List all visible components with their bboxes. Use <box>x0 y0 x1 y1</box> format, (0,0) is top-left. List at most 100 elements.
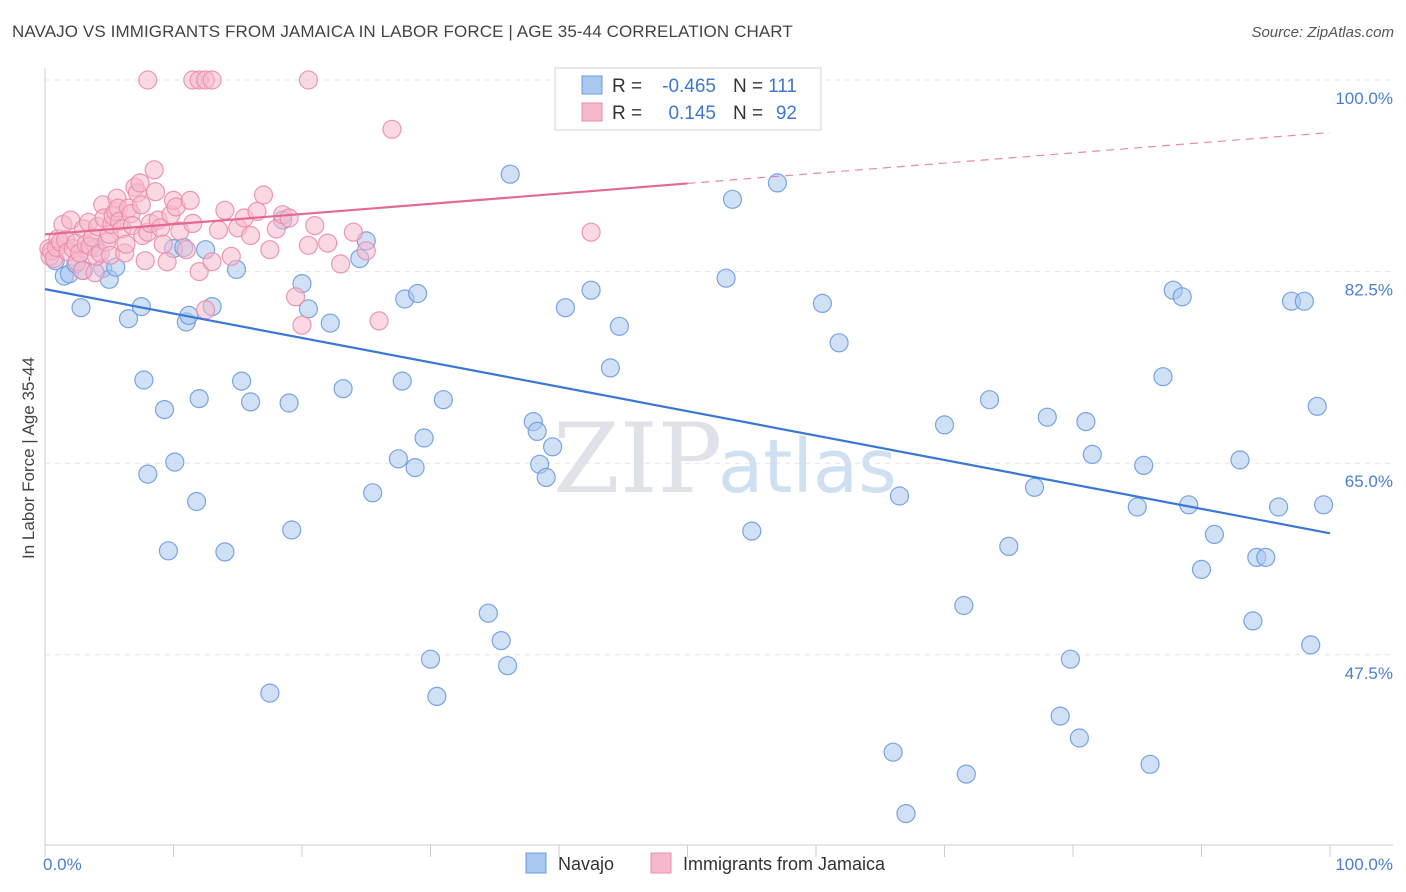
jamaica-point <box>253 185 274 205</box>
navajo-n-label: N = <box>733 76 763 97</box>
jamaica-point <box>208 220 229 240</box>
jamaica-point <box>135 251 155 271</box>
navajo-point <box>232 371 252 391</box>
navajo-point <box>1050 706 1070 726</box>
y-tick-label: 47.5% <box>1345 664 1393 683</box>
jamaica-point <box>189 262 209 282</box>
navajo-point <box>260 683 280 703</box>
grid-lines <box>45 79 1393 656</box>
navajo-point <box>829 333 849 353</box>
navajo-point <box>1069 728 1090 748</box>
navajo-point <box>392 371 412 391</box>
navajo-point <box>134 370 154 390</box>
navajo-point <box>956 764 976 784</box>
legend-jamaica-label[interactable]: Immigrants from Jamaica <box>683 854 886 874</box>
jamaica-point <box>176 240 196 260</box>
navajo-point <box>742 521 762 541</box>
navajo-point <box>1307 396 1327 416</box>
jamaica-point <box>138 70 158 90</box>
navajo-point <box>187 491 207 512</box>
jamaica-point <box>260 240 280 260</box>
navajo-point <box>138 464 158 484</box>
navajo-point <box>498 656 518 676</box>
navajo-point <box>812 293 833 313</box>
jamaica-n-label: N = <box>733 103 763 124</box>
legend-navajo-swatch[interactable] <box>525 852 547 874</box>
x-tick-label-right: 100.0% <box>1335 855 1393 874</box>
navajo-point <box>165 452 185 472</box>
jamaica-point <box>221 246 241 266</box>
axes <box>44 68 1393 857</box>
navajo-point <box>215 542 235 562</box>
navajo-point <box>500 164 520 184</box>
navajo-point <box>427 686 447 707</box>
watermark-atlas: atlas <box>718 424 897 510</box>
jamaica-r-label: R = <box>612 103 642 124</box>
navajo-point <box>279 393 299 413</box>
navajo-point <box>414 428 434 448</box>
navajo-point <box>1082 444 1102 464</box>
jamaica-point <box>85 263 105 283</box>
navajo-point <box>420 649 441 669</box>
navajo-point <box>581 280 601 300</box>
navajo-r-label: R = <box>612 76 642 97</box>
navajo-point <box>1024 477 1045 497</box>
jamaica-point <box>130 173 150 193</box>
stats-legend: R = -0.465 N = 111 R = 0.145 N = 92 <box>554 67 822 131</box>
navajo-point <box>716 268 736 288</box>
legend-jamaica-swatch[interactable] <box>650 852 672 874</box>
legend-navajo-label[interactable]: Navajo <box>558 854 614 874</box>
navajo-point <box>722 189 743 209</box>
jamaica-point <box>279 208 299 228</box>
navajo-point <box>1153 367 1173 387</box>
jamaica-point <box>241 225 261 246</box>
navajo-point <box>118 309 139 329</box>
jamaica-point <box>157 252 177 272</box>
jamaica-point <box>145 182 166 202</box>
jamaica-point <box>305 216 325 236</box>
navajo-point <box>320 313 340 333</box>
navajo-point <box>189 389 209 409</box>
navajo-point <box>979 390 1000 410</box>
navajo-point <box>542 437 563 457</box>
jamaica-point <box>356 241 376 261</box>
jamaica-points <box>39 70 601 335</box>
jamaica-point <box>343 222 363 242</box>
jamaica-point <box>581 222 601 242</box>
jamaica-r-value: 0.145 <box>668 103 716 124</box>
navajo-point <box>333 379 353 399</box>
navajo-point <box>282 520 302 540</box>
chart-source: Source: ZipAtlas.com <box>1251 24 1394 41</box>
jamaica-point <box>153 234 173 254</box>
jamaica-trend-line <box>44 182 688 236</box>
jamaica-point <box>298 235 318 255</box>
jamaica-point <box>247 201 267 221</box>
jamaica-point <box>292 315 312 335</box>
navajo-point <box>1076 412 1096 432</box>
navajo-point <box>1127 497 1147 517</box>
navajo-point <box>1313 495 1334 515</box>
navajo-point <box>1204 524 1225 545</box>
jamaica-trend-line-extension <box>687 131 1331 185</box>
navajo-point <box>408 283 428 304</box>
navajo-point <box>609 316 630 336</box>
navajo-point <box>491 630 511 651</box>
jamaica-point <box>369 311 389 331</box>
navajo-point <box>536 467 556 487</box>
jamaica-point <box>382 119 402 139</box>
series-legend: Navajo Immigrants from Jamaica <box>525 852 886 874</box>
jamaica-legend-swatch <box>581 102 603 122</box>
navajo-point <box>154 400 175 420</box>
navajo-point <box>883 742 903 762</box>
navajo-point <box>1256 547 1276 568</box>
navajo-point <box>527 421 547 441</box>
jamaica-point <box>116 234 136 254</box>
navajo-point <box>896 803 916 824</box>
navajo-point <box>1140 754 1160 774</box>
navajo-point <box>388 449 408 469</box>
navajo-point <box>1060 649 1081 669</box>
jamaica-point <box>286 287 306 307</box>
jamaica-point <box>202 252 222 272</box>
navajo-point <box>71 298 91 318</box>
navajo-point <box>1301 635 1321 655</box>
